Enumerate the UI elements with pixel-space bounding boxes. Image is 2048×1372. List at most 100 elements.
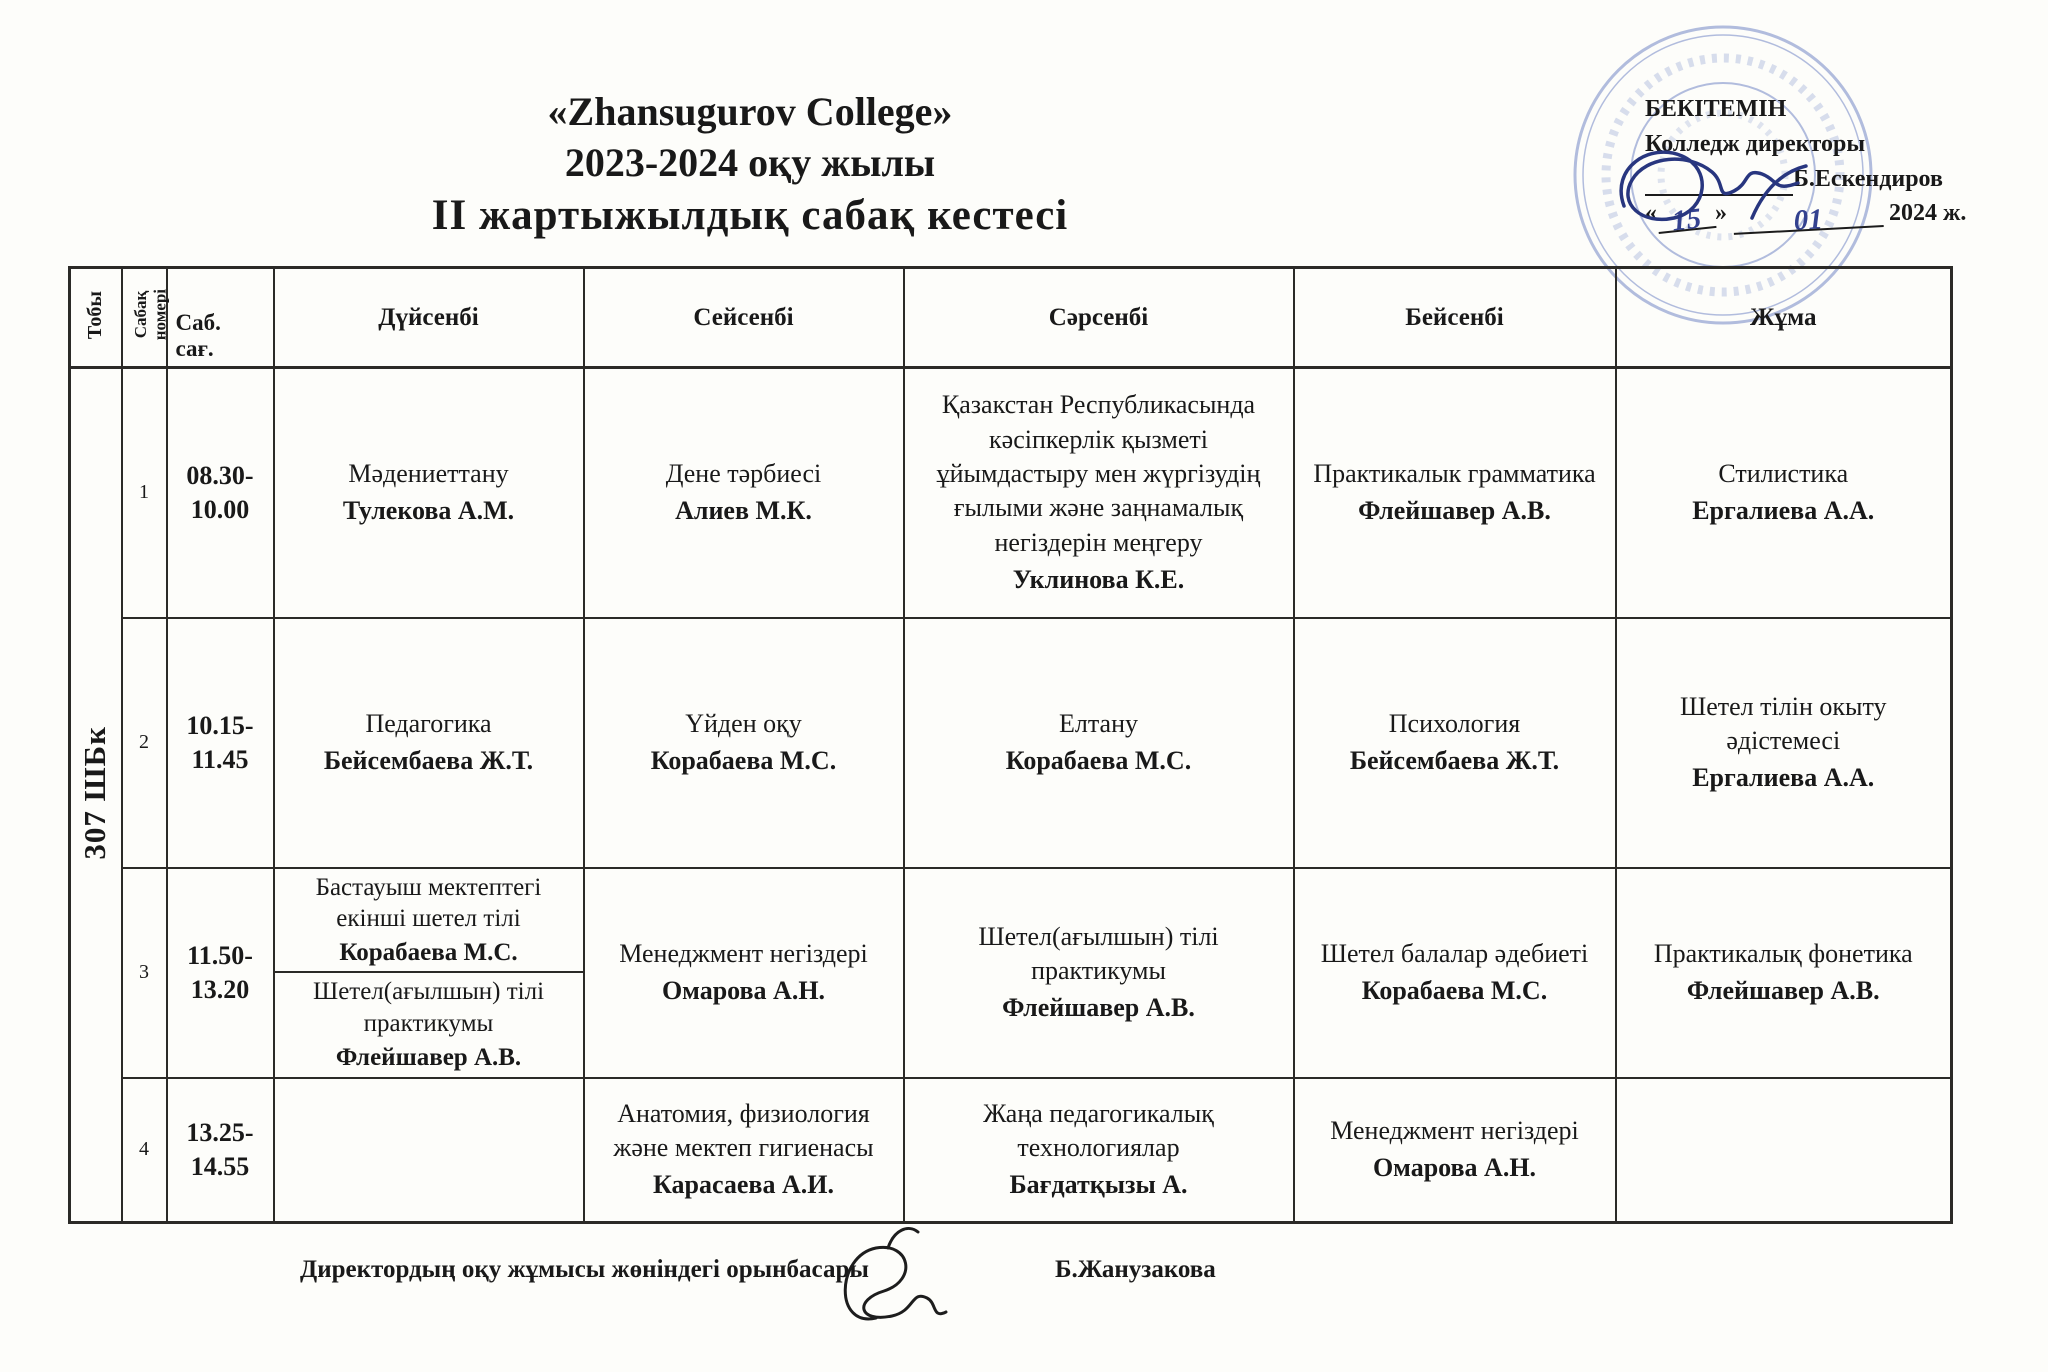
teacher-name: Ергалиева А.А. (1692, 496, 1875, 526)
teacher-name: Омарова А.Н. (1372, 1153, 1537, 1183)
group-label: 307 ШБк (77, 725, 113, 860)
schedule-cell-empty (1614, 1076, 1953, 1224)
subject-name: Менеджмент негіздері (619, 938, 868, 968)
time-start: 13.25- (186, 1117, 254, 1147)
subject-name: Стилистика (1718, 458, 1849, 488)
subject-name: Бастауыш мектептегі екінші шетел тілі (315, 873, 542, 932)
schedule-cell: Психология Бейсембаева Ж.Т. (1292, 616, 1617, 869)
lesson-time: 08.30- 10.00 (165, 366, 275, 619)
teacher-name: Флейшавер А.В. (1358, 496, 1551, 526)
header-day-thursday: Бейсенбі (1292, 266, 1617, 369)
subject-name: Қазакстан Республикасында кәсіпкерлік қы… (936, 390, 1261, 557)
time-start: 11.50- (187, 940, 253, 970)
teacher-name: Тулекова А.М. (342, 496, 515, 526)
subject-name: Практикалық фонетика (1653, 938, 1913, 968)
teacher-name: Ергалиева А.А. (1692, 763, 1875, 793)
subject-name: Психология (1388, 708, 1521, 738)
approval-director-name: Б.Ескендиров (1793, 165, 1943, 192)
subject-name: Елтану (1059, 708, 1138, 738)
teacher-name: Корабаева М.С. (650, 746, 837, 775)
director-signature (1619, 150, 1808, 222)
teacher-name: Флейшавер А.В. (335, 1043, 522, 1071)
col-header-group: Тобы (68, 266, 123, 369)
schedule-cell-empty (272, 1076, 585, 1224)
schedule-cell: Шетел балалар әдебиеті Корабаева М.С. (1292, 866, 1617, 1079)
teacher-name: Бейсембаева Ж.Т. (1349, 746, 1560, 775)
schedule-cell: Практикалык грамматика Флейшавер А.В. (1292, 366, 1617, 619)
table-row: 307 ШБк 1 08.30- 10.00 Мәдениеттану Туле… (68, 366, 1953, 1224)
signature-line (1645, 170, 1793, 197)
lesson-time: 13.25- 14.55 (165, 1076, 275, 1224)
table-row: 3 11.50- 13.20 Бастауыш мектептегі екінш… (70, 866, 1953, 1079)
schedule-table: Тобы Сабақ номері Саб. сағ. Дүйсенбі Сей… (68, 266, 1953, 1224)
schedule-cell: Шетел тілін окыту әдістемесі Ергалиева А… (1614, 616, 1953, 869)
deputy-director-role: Директордың оқу жұмысы жөніндегі орынбас… (300, 1256, 869, 1283)
header-day-monday: Дүйсенбі (272, 266, 585, 369)
group-cell: 307 ШБк (68, 366, 123, 1224)
schedule-cell: Дене тәрбиесі Алиев М.К. (582, 366, 905, 619)
teacher-name: Корабаева М.С. (1361, 976, 1548, 1005)
schedule-cell: Шетел(ағылшын) тілі практикумы Флейшавер… (902, 866, 1295, 1079)
approval-approve: БЕКІТЕМІН (1645, 96, 1787, 122)
time-end: 11.45 (191, 744, 249, 774)
teacher-name: Флейшавер А.В. (1002, 993, 1195, 1023)
time-start: 10.15- (186, 710, 254, 740)
subject-name: Шетел(ағылшын) тілі практикумы (312, 978, 545, 1037)
time-end: 13.20 (190, 974, 250, 1004)
approval-role: Колледж директоры (1645, 130, 1866, 157)
teacher-name: Уклинова К.Е. (1012, 564, 1185, 594)
header-day-friday: Жұма (1614, 266, 1953, 369)
teacher-name: Бейсембаева Ж.Т. (323, 746, 534, 775)
title-academic-year: 2023-2024 оқу жылы (564, 140, 936, 186)
schedule-cell: Менеджмент негіздері Омарова А.Н. (582, 866, 905, 1079)
teacher-name: Омарова А.Н. (661, 976, 826, 1005)
schedule-cell: Менеджмент негіздері Омарова А.Н. (1292, 1076, 1617, 1224)
subject-name: Шетел(ағылшын) тілі практикумы (978, 921, 1219, 985)
quote-close: » (1715, 200, 1727, 227)
schedule-cell-split: Бастауыш мектептегі екінші шетел тілі Ко… (272, 866, 585, 1079)
schedule-cell: Үйден оқу Корабаева М.С. (582, 616, 905, 869)
title-semester: II жартыжылдық сабақ кестесі (431, 192, 1069, 240)
schedule-cell: Стилистика Ергалиева А.А. (1614, 366, 1953, 619)
table-row: 4 13.25- 14.55 Анатомия, физиология және… (70, 1076, 1953, 1224)
time-end: 14.55 (190, 1151, 250, 1181)
schedule-cell: Мәдениеттану Тулекова А.М. (272, 366, 585, 619)
subject-name: Шетел тілін окыту әдістемесі (1680, 691, 1887, 755)
approval-block: БЕКІТЕМІН Колледж директоры Б.Ескендиров… (1645, 92, 1975, 238)
schedule-cell: Педагогика Бейсембаева Ж.Т. (272, 616, 585, 869)
lesson-number: 4 (120, 1076, 168, 1224)
approval-year: 2024 ж. (1889, 200, 1967, 227)
teacher-name: Корабаева М.С. (339, 939, 518, 966)
header-day-tuesday: Сейсенбі (582, 266, 905, 369)
teacher-name: Карасаева А.И. (653, 1170, 834, 1200)
teacher-name: Корабаева М.С. (1005, 746, 1192, 775)
lesson-time: 10.15- 11.45 (165, 616, 275, 869)
subject-name: Дене тәрбиесі (665, 458, 822, 488)
subject-name: Үйден оқу (685, 708, 802, 738)
page-title: «Zhansugurov College» 2023-2024 оқу жылы… (350, 86, 1150, 243)
subject-name: Менеджмент негіздері (1330, 1115, 1579, 1145)
time-start: 08.30- (186, 460, 254, 490)
teacher-name: Флейшавер А.В. (1686, 976, 1880, 1005)
schedule-cell: Қазакстан Республикасында кәсіпкерлік қы… (902, 366, 1295, 619)
subject-name: Жаңа педагогикалық технологиялар (983, 1098, 1214, 1163)
subject-name: Педагогика (365, 708, 492, 738)
col-header-lesson-number-label: Сабақ номері (130, 289, 170, 341)
subject-name: Анатомия, физиология және мектеп гигиена… (613, 1098, 874, 1163)
col-header-group-label: Тобы (84, 290, 107, 340)
schedule-cell: Жаңа педагогикалық технологиялар Бағдатқ… (902, 1076, 1295, 1224)
approval-date: «15» 01 2024 ж. (1645, 195, 1975, 238)
deputy-signature (843, 1227, 948, 1321)
schedule-cell: Практикалық фонетика Флейшавер А.В. (1614, 866, 1953, 1079)
lesson-time: 11.50- 13.20 (165, 866, 275, 1079)
deputy-director-name: Б.Жанузакова (1055, 1256, 1216, 1283)
col-header-lesson-number: Сабақ номері (120, 266, 170, 369)
subject-name: Практикалык грамматика (1313, 458, 1596, 488)
subject-name: Мәдениеттану (348, 458, 509, 488)
lesson-number: 1 (120, 366, 168, 619)
teacher-name: Алиев М.К. (675, 496, 812, 526)
subject-name: Шетел балалар әдебиеті (1320, 938, 1589, 968)
col-header-time: Саб. сағ. (165, 266, 275, 369)
teacher-name: Бағдатқызы А. (1009, 1170, 1188, 1200)
